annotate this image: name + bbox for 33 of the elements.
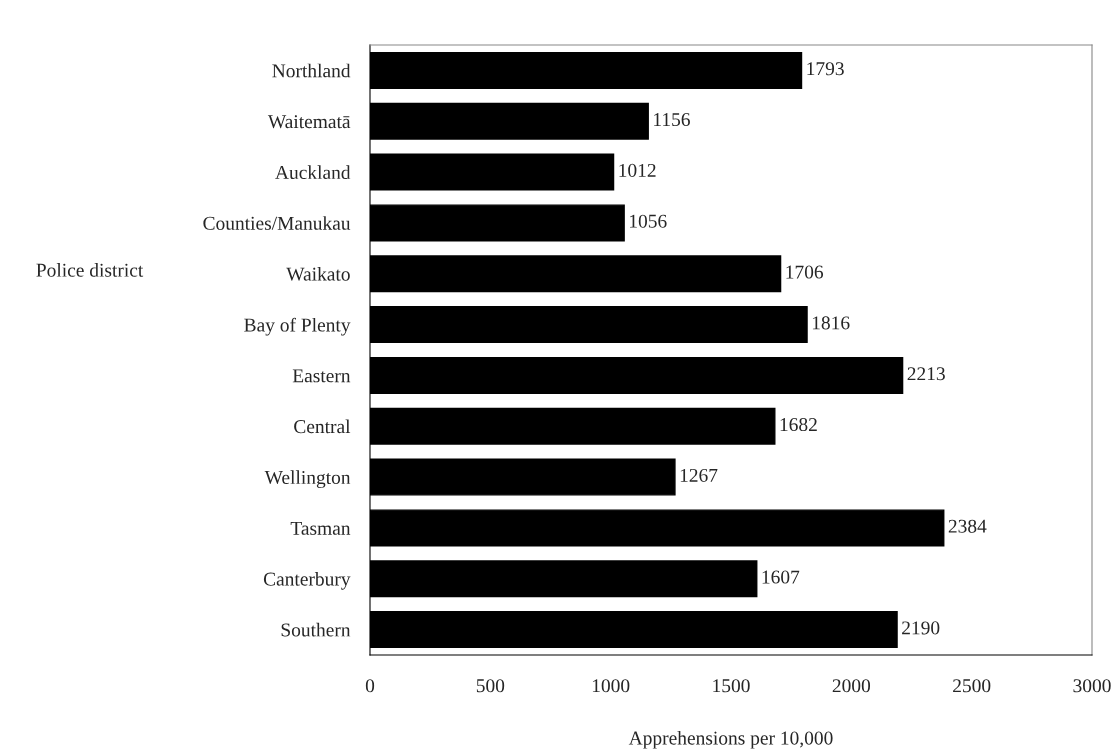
data-label: 1607 bbox=[762, 570, 800, 584]
data-label: 1706 bbox=[786, 265, 824, 279]
y-tick-label: Tasman bbox=[290, 521, 351, 535]
data-label: 2213 bbox=[907, 367, 945, 381]
data-label: 2384 bbox=[948, 519, 987, 533]
data-label: 1267 bbox=[680, 468, 718, 482]
y-tick-label: Auckland bbox=[275, 165, 351, 180]
data-label: 1056 bbox=[630, 214, 667, 228]
x-tick-label: 2000 bbox=[832, 679, 871, 693]
x-tick-label: 2500 bbox=[953, 679, 991, 693]
x-tick-label: 1000 bbox=[592, 679, 630, 693]
x-tick-label: 1500 bbox=[713, 679, 750, 693]
y-tick-label: Southern bbox=[281, 622, 351, 637]
data-label: 2190 bbox=[902, 621, 940, 635]
x-tick-label: 3000 bbox=[1073, 679, 1111, 693]
y-tick-label: Waitematā bbox=[267, 115, 351, 129]
x-tick-label: 500 bbox=[476, 679, 505, 693]
y-tick-label: Bay of Plenty bbox=[244, 317, 351, 336]
x-axis-title: Apprehensions per 10,000 bbox=[628, 730, 833, 749]
y-tick-label: Counties/Manukau bbox=[203, 216, 351, 230]
y-tick-label: Northland bbox=[272, 63, 351, 78]
y-tick-label: Central bbox=[294, 419, 351, 434]
y-tick-label: Wellington bbox=[264, 470, 351, 489]
y-axis-title: Police district bbox=[36, 263, 144, 277]
data-label: 1793 bbox=[807, 62, 844, 76]
data-label: 1012 bbox=[619, 163, 656, 177]
data-label: 1816 bbox=[812, 316, 850, 330]
data-label: 1682 bbox=[780, 418, 817, 432]
x-tick-label: 0 bbox=[365, 679, 375, 693]
y-tick-label: Waikato bbox=[286, 267, 350, 281]
y-tick-label: Canterbury bbox=[263, 572, 351, 590]
data-label: 1156 bbox=[654, 113, 690, 127]
y-tick-label: Eastern bbox=[292, 369, 351, 383]
